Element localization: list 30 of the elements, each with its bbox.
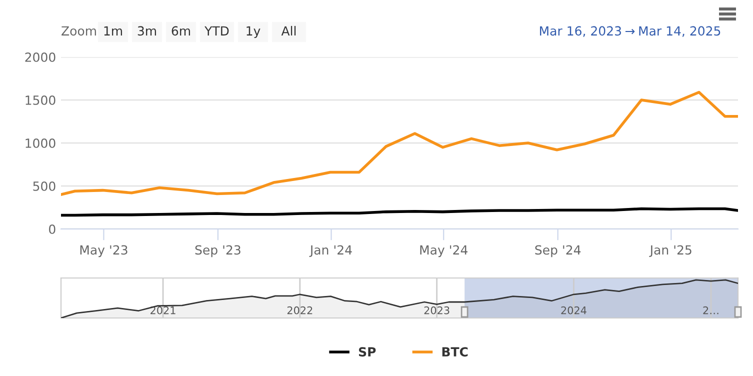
text: Zoom: [62, 26, 96, 36]
y-tick-label: 1500: [26, 95, 56, 105]
legend-label: BTC: [442, 347, 468, 357]
x-tick-label: 2022: [287, 306, 312, 314]
x-tick-label: Jan '24: [309, 245, 352, 257]
text: 3m: [138, 26, 156, 36]
x-tick-label: Jan '25: [649, 245, 692, 257]
x-tick-label: May '24: [420, 245, 468, 258]
text: 6m: [172, 26, 190, 36]
text: →: [625, 28, 635, 34]
y-tick-label: 500: [33, 181, 56, 191]
x-tick-label: 2023: [424, 306, 450, 314]
line-series: [61, 90, 738, 196]
x-tick-label: May '23: [80, 245, 128, 258]
x-tick-label: 2021: [150, 306, 176, 314]
text: Mar 16, 2023: [540, 26, 621, 37]
y-tick-label: 1000: [26, 138, 56, 148]
x-tick-label: 2024: [561, 306, 586, 314]
text: YTD: [204, 26, 229, 36]
text: 1y: [246, 26, 260, 38]
x-tick-label: Sep '24: [535, 245, 581, 258]
text: 1m: [104, 26, 122, 36]
y-tick-label: 0: [49, 224, 56, 234]
x-tick-label: Sep '23: [195, 245, 240, 258]
y-tick-label: 2000: [25, 52, 56, 62]
legend-label: SP: [358, 347, 376, 357]
x-tick-label: 2…: [703, 306, 718, 314]
line-series: [61, 207, 738, 217]
text: All: [281, 26, 296, 36]
text: Mar 14, 2025: [639, 26, 720, 37]
